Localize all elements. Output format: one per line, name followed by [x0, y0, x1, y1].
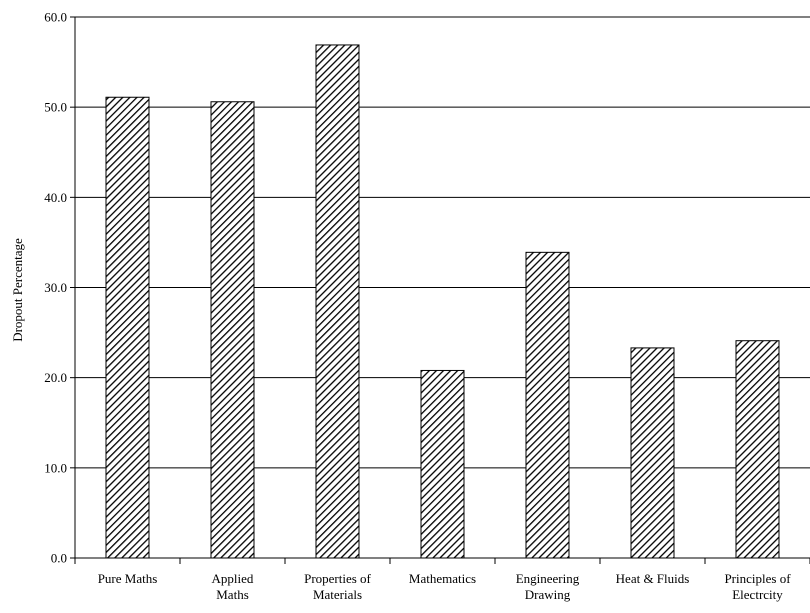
bar-5: [630, 347, 675, 559]
y-tick-label-6: 60.0: [44, 10, 67, 25]
x-category-label-4: Engineering Drawing: [516, 571, 580, 602]
y-tick-label-0: 0.0: [51, 551, 67, 566]
x-category-label-2-line-0: Properties of: [304, 571, 371, 586]
x-category-label-0-line-0: Pure Maths: [98, 571, 158, 586]
gridlines: [75, 16, 810, 469]
x-category-label-5: Heat & Fluids: [616, 571, 690, 586]
x-category-label-4-line-0: Engineering: [516, 571, 580, 586]
x-category-label-2-line-1: Materials: [313, 587, 362, 602]
x-category-label-5-line-0: Heat & Fluids: [616, 571, 690, 586]
x-category-label-3: Mathematics: [409, 571, 476, 586]
x-category-label-6: Principles of Electrcity: [724, 571, 791, 602]
x-category-label-6-line-1: Electrcity: [732, 587, 783, 602]
x-category-label-1-line-1: Maths: [216, 587, 249, 602]
x-category-label-4-line-1: Drawing: [525, 587, 571, 602]
y-tick-label-3: 30.0: [44, 280, 67, 295]
bar-6: [735, 340, 780, 559]
y-tick-label-4: 40.0: [44, 190, 67, 205]
y-tick-label-5: 50.0: [44, 100, 67, 115]
bars: [105, 44, 780, 559]
bar-0: [105, 96, 150, 559]
x-category-label-6-line-0: Principles of: [724, 571, 791, 586]
y-axis-tick-labels: 0.0 10.0 20.0 30.0 40.0 50.0 60.0: [44, 10, 75, 566]
x-category-label-0: Pure Maths: [98, 571, 158, 586]
x-category-label-2: Properties of Materials: [304, 571, 371, 602]
y-tick-label-1: 10.0: [44, 460, 67, 475]
x-axis-category-labels: Pure Maths Applied Maths Properties of Mater…: [74, 558, 810, 602]
bar-3: [420, 369, 465, 559]
x-category-label-3-line-0: Mathematics: [409, 571, 476, 586]
bar-4: [525, 251, 570, 559]
bar-2: [315, 44, 360, 559]
x-category-label-1: Applied Maths: [212, 571, 254, 602]
y-axis-title: Dropout Percentage: [10, 238, 25, 342]
y-tick-label-2: 20.0: [44, 370, 67, 385]
bar-1: [210, 101, 255, 559]
x-category-label-1-line-0: Applied: [212, 571, 254, 586]
